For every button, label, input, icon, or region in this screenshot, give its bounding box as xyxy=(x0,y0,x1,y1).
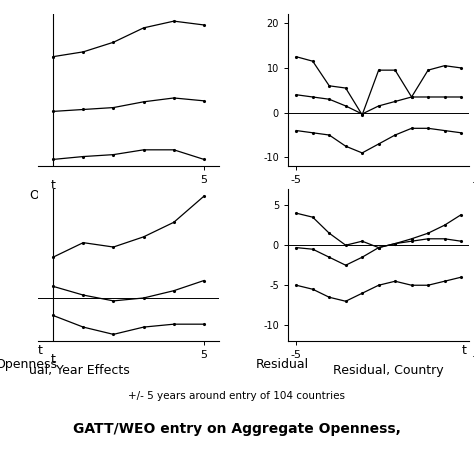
Text: t: t xyxy=(473,179,474,191)
Text: t: t xyxy=(51,179,55,191)
Text: Openness: Openness xyxy=(0,358,57,371)
Text: Residual, Country: Residual, Country xyxy=(333,364,444,377)
Text: ual, Year Effects: ual, Year Effects xyxy=(29,364,129,377)
Text: Residual: Residual xyxy=(256,358,309,371)
Text: Openness: Openness xyxy=(29,189,91,202)
Text: t: t xyxy=(473,354,474,366)
Text: t: t xyxy=(462,344,467,356)
Text: Residual: Residual xyxy=(333,189,386,202)
Text: t: t xyxy=(38,344,43,356)
Text: t: t xyxy=(51,354,55,366)
Text: +/- 5 years around entry of 104 countries: +/- 5 years around entry of 104 countrie… xyxy=(128,391,346,401)
Text: GATT/WEO entry on Aggregate Openness,: GATT/WEO entry on Aggregate Openness, xyxy=(73,422,401,436)
